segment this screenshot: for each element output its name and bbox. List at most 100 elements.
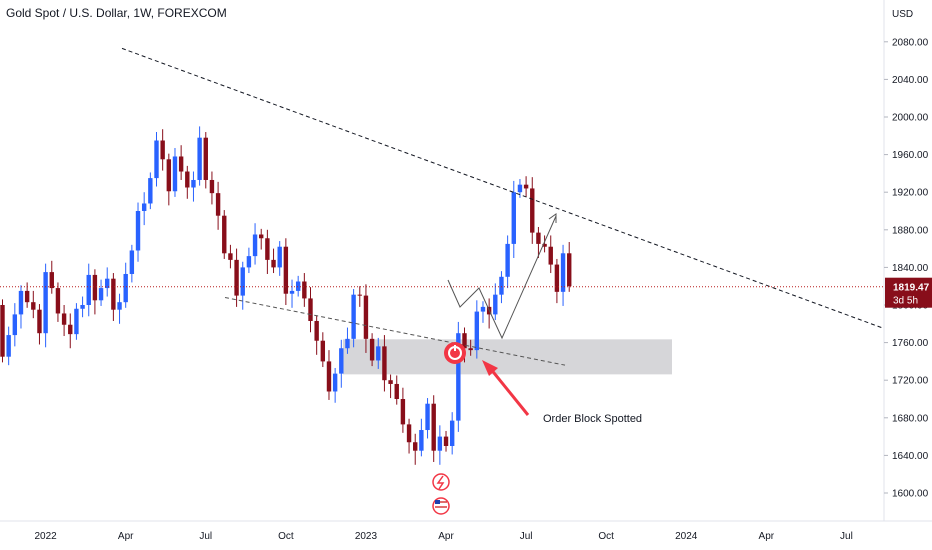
candle-body (141, 203, 147, 211)
candle-body (283, 246, 289, 294)
y-tick-label: 1600.00 (892, 489, 929, 500)
candle-body (320, 340, 326, 362)
candle-body (0, 305, 5, 357)
candle-body (197, 137, 202, 180)
candle-body (111, 278, 116, 310)
y-tick-label: 1680.00 (892, 413, 929, 424)
candle-body (148, 178, 153, 204)
us-flag-canton (435, 500, 440, 504)
candle-body (345, 338, 350, 349)
lightning-icon-glyph (436, 475, 445, 490)
y-tick-label: 1720.00 (892, 376, 929, 387)
candle-body (98, 288, 104, 301)
candle-body (462, 333, 467, 349)
candle-body (295, 281, 301, 291)
candle-body (456, 333, 461, 421)
candle-body (172, 156, 178, 192)
candle-body (61, 313, 67, 325)
candle-body (505, 243, 510, 277)
y-tick-label: 1880.00 (892, 225, 929, 236)
candle-body (92, 274, 98, 301)
order-block-zone (343, 339, 672, 375)
x-tick-label: 2023 (355, 531, 378, 542)
candle-body (209, 179, 215, 194)
candle-body (376, 346, 381, 361)
candle-body (86, 274, 91, 305)
candle-body (480, 306, 486, 312)
candle-body (449, 420, 455, 446)
candle-body (203, 137, 208, 180)
candle-body (24, 290, 30, 303)
candle-body (80, 305, 85, 309)
order-block-zone-layer (343, 339, 672, 375)
annotation-arrowhead (482, 360, 498, 376)
candle-body (548, 246, 553, 265)
x-tick-label: Jul (199, 531, 212, 542)
candle-body (302, 281, 307, 299)
x-tick-label: 2024 (675, 531, 698, 542)
candle-body (363, 295, 369, 339)
candle-body (259, 234, 264, 239)
x-tick-label: Apr (759, 531, 775, 542)
candle-body (240, 267, 245, 296)
current-price-label: 1819.47 (893, 283, 930, 294)
projection-arrowhead (548, 213, 557, 223)
candle-body (105, 278, 110, 289)
y-tick-label: 1760.00 (892, 338, 929, 349)
annotation-label: Order Block Spotted (543, 413, 642, 425)
candle-body (517, 184, 523, 193)
candle-body (499, 276, 504, 295)
projection-path (447, 215, 557, 340)
candle-body (68, 324, 73, 335)
y-tick-label: 1640.00 (892, 451, 929, 462)
logo-icon (444, 342, 466, 364)
candle-body (18, 290, 24, 315)
candle-body (394, 383, 399, 399)
lightning-icon[interactable] (432, 473, 450, 491)
x-tick-label: Jul (520, 531, 533, 542)
candle-body (474, 311, 480, 351)
candle-body (43, 272, 48, 334)
candle-body (129, 250, 135, 274)
candle-body (388, 380, 393, 384)
candle-body (154, 140, 159, 179)
candle-body (431, 403, 436, 451)
y-tick-label: 1960.00 (892, 150, 929, 161)
candle-body (351, 294, 356, 339)
x-tick-label: Jul (840, 531, 853, 542)
candle-body (523, 184, 529, 189)
x-tick-label: 2022 (34, 531, 57, 542)
candle-body (49, 272, 54, 289)
candle-body (382, 346, 387, 381)
candle-body (289, 290, 295, 294)
y-tick-label: 2080.00 (892, 37, 929, 48)
candle-body (308, 298, 313, 321)
candle-body (406, 424, 412, 443)
candle-body (468, 348, 473, 351)
candle-body (567, 253, 572, 287)
candle-body (437, 436, 443, 451)
candles-layer (0, 126, 572, 465)
candle-body (222, 215, 227, 254)
candle-body (246, 256, 252, 268)
annotation-arrow-shaft (488, 367, 530, 416)
candle-body (31, 302, 36, 310)
candle-body (443, 436, 449, 446)
candle-body (413, 442, 418, 451)
candle-body (400, 399, 406, 425)
x-tick-label: Apr (438, 531, 454, 542)
drawings-layer: Order Block Spotted (0, 47, 885, 515)
candle-body (135, 211, 141, 251)
candle-body (369, 338, 375, 361)
candle-body (55, 288, 61, 314)
candle-body (37, 309, 42, 334)
candle-body (12, 314, 18, 336)
y-tick-label: 2040.00 (892, 75, 929, 86)
y-tick-label: 1920.00 (892, 188, 929, 199)
countdown-label: 3d 5h (893, 296, 918, 307)
upper-trendline (121, 47, 885, 329)
candle-body (560, 253, 566, 292)
candle-body (166, 159, 172, 192)
candle-body (511, 192, 516, 244)
